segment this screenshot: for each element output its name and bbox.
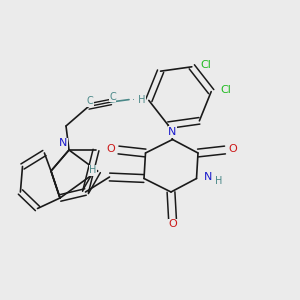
Text: H: H <box>215 176 222 186</box>
Text: Cl: Cl <box>201 60 212 70</box>
Text: Cl: Cl <box>220 85 231 95</box>
Text: N: N <box>59 138 67 148</box>
Text: O: O <box>168 219 177 230</box>
Text: O: O <box>228 143 237 154</box>
Text: N: N <box>204 172 213 182</box>
Text: C: C <box>87 96 93 106</box>
Text: O: O <box>106 143 116 154</box>
Text: N: N <box>168 127 177 137</box>
Text: C: C <box>109 92 116 102</box>
Text: · H: · H <box>132 94 145 105</box>
Text: H: H <box>89 165 97 176</box>
